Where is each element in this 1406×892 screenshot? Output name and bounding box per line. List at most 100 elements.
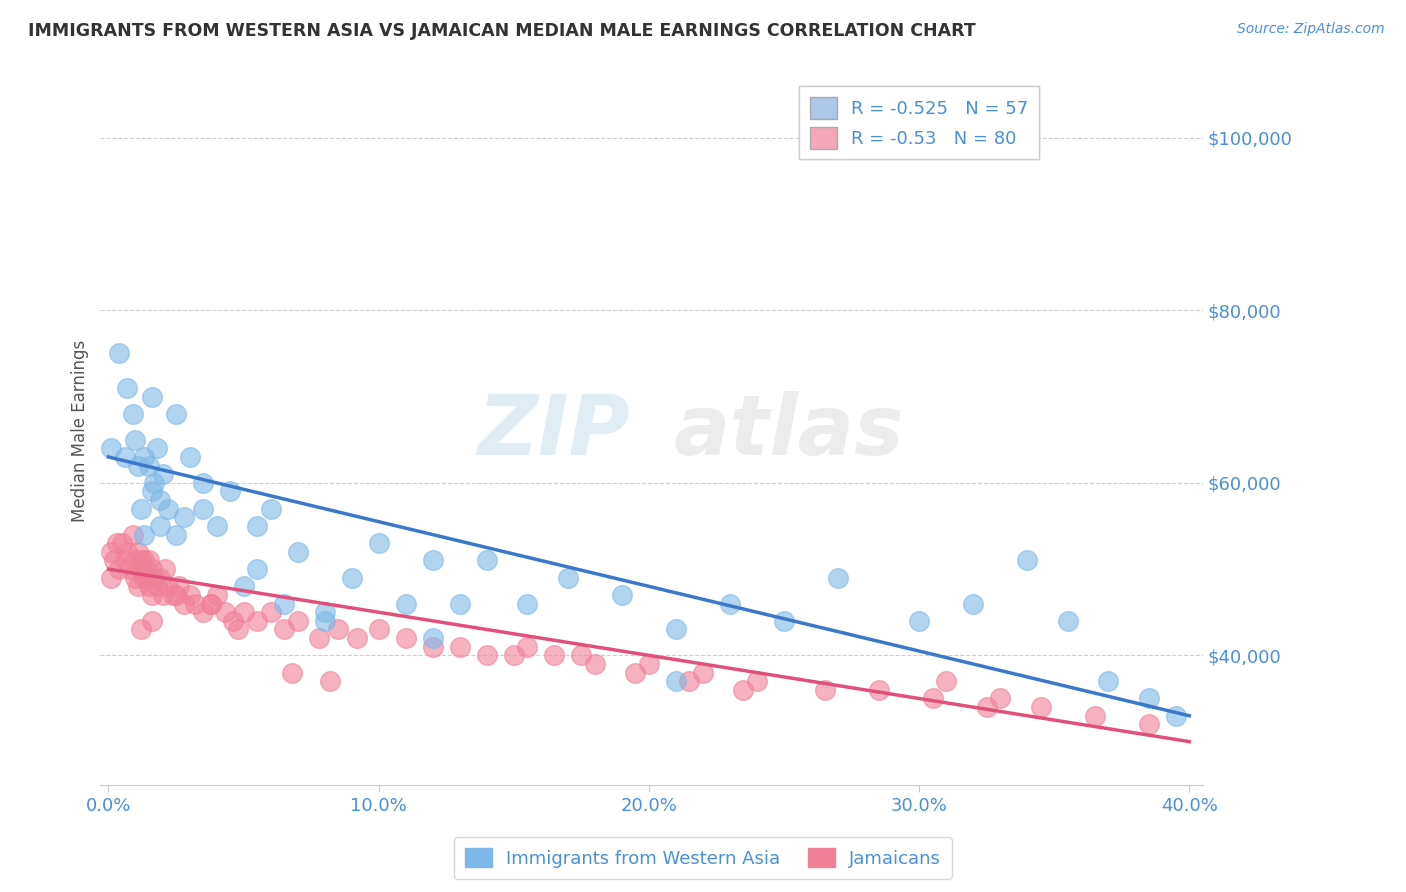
Point: [287, 614, 309, 628]
Point: [516, 640, 538, 654]
Point: [121, 407, 143, 421]
Point: [976, 700, 998, 714]
Point: [179, 450, 201, 464]
Point: [273, 597, 295, 611]
Point: [232, 605, 254, 619]
Point: [108, 562, 131, 576]
Point: [340, 571, 363, 585]
Point: [813, 682, 835, 697]
Point: [124, 571, 146, 585]
Point: [124, 433, 146, 447]
Point: [921, 691, 943, 706]
Point: [184, 597, 207, 611]
Point: [146, 579, 169, 593]
Point: [1137, 691, 1160, 706]
Point: [475, 553, 498, 567]
Point: [114, 450, 136, 464]
Point: [624, 665, 647, 680]
Point: [149, 519, 172, 533]
Point: [226, 623, 249, 637]
Point: [449, 597, 471, 611]
Point: [132, 527, 155, 541]
Point: [120, 562, 142, 576]
Point: [1056, 614, 1078, 628]
Legend: Immigrants from Western Asia, Jamaicans: Immigrants from Western Asia, Jamaicans: [454, 838, 952, 879]
Point: [165, 407, 187, 421]
Point: [129, 562, 152, 576]
Point: [422, 640, 444, 654]
Point: [246, 562, 269, 576]
Point: [100, 442, 122, 456]
Point: [665, 623, 688, 637]
Point: [733, 682, 755, 697]
Point: [281, 665, 304, 680]
Point: [127, 579, 149, 593]
Point: [988, 691, 1011, 706]
Point: [156, 501, 179, 516]
Point: [141, 614, 163, 628]
Point: [143, 475, 166, 490]
Point: [179, 588, 201, 602]
Point: [135, 571, 157, 585]
Point: [205, 588, 228, 602]
Point: [127, 545, 149, 559]
Point: [100, 571, 122, 585]
Point: [232, 579, 254, 593]
Point: [422, 631, 444, 645]
Point: [273, 623, 295, 637]
Point: [1164, 708, 1187, 723]
Point: [475, 648, 498, 663]
Point: [308, 631, 330, 645]
Point: [1084, 708, 1107, 723]
Point: [569, 648, 592, 663]
Point: [141, 588, 163, 602]
Point: [395, 597, 418, 611]
Point: [114, 553, 136, 567]
Point: [200, 597, 222, 611]
Point: [149, 571, 172, 585]
Point: [132, 450, 155, 464]
Point: [319, 674, 342, 689]
Point: [111, 536, 134, 550]
Point: [287, 545, 309, 559]
Point: [162, 588, 184, 602]
Point: [259, 501, 281, 516]
Point: [908, 614, 931, 628]
Point: [173, 597, 195, 611]
Point: [205, 519, 228, 533]
Point: [449, 640, 471, 654]
Point: [516, 597, 538, 611]
Point: [156, 579, 179, 593]
Point: [745, 674, 768, 689]
Point: [132, 571, 155, 585]
Point: [146, 442, 169, 456]
Point: [191, 501, 214, 516]
Point: [638, 657, 661, 671]
Point: [141, 390, 163, 404]
Point: [152, 588, 174, 602]
Point: [127, 458, 149, 473]
Point: [868, 682, 890, 697]
Point: [103, 553, 125, 567]
Point: [138, 579, 160, 593]
Point: [367, 623, 389, 637]
Point: [678, 674, 700, 689]
Text: Source: ZipAtlas.com: Source: ZipAtlas.com: [1237, 22, 1385, 37]
Point: [165, 527, 187, 541]
Point: [1029, 700, 1052, 714]
Point: [314, 605, 336, 619]
Point: [105, 536, 128, 550]
Point: [173, 510, 195, 524]
Point: [557, 571, 579, 585]
Point: [314, 614, 336, 628]
Point: [328, 623, 350, 637]
Point: [935, 674, 957, 689]
Text: ZIP: ZIP: [477, 391, 630, 472]
Point: [141, 484, 163, 499]
Point: [132, 553, 155, 567]
Point: [665, 674, 688, 689]
Point: [219, 484, 242, 499]
Point: [962, 597, 984, 611]
Point: [222, 614, 245, 628]
Point: [827, 571, 849, 585]
